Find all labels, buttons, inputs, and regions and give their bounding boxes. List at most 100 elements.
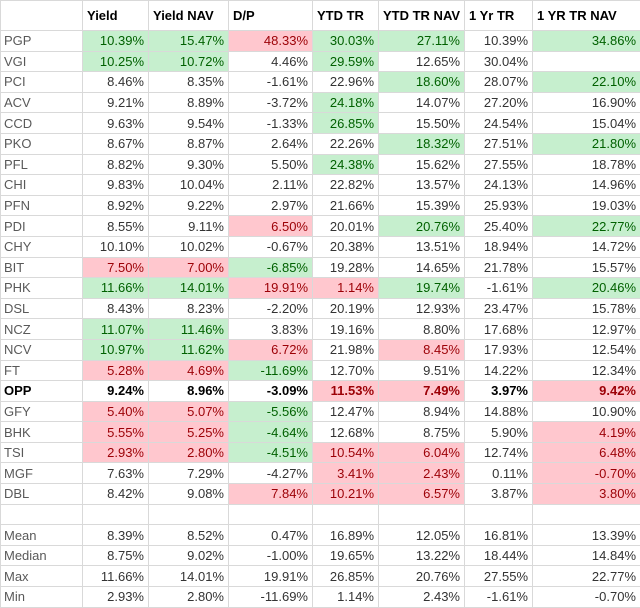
value-cell: 27.11% xyxy=(378,30,465,52)
value-cell: 8.46% xyxy=(82,71,149,93)
empty-cell xyxy=(532,503,640,526)
value-cell: 3.41% xyxy=(312,462,379,485)
summary-cell: 16.81% xyxy=(464,524,533,546)
value-cell: 22.26% xyxy=(312,132,379,155)
data-row: PGP 10.39% 15.47% 48.33% 30.03% 27.11% 10.39% 3… xyxy=(0,30,640,52)
ticker-cell: CHY xyxy=(0,235,83,258)
summary-cell: -1.00% xyxy=(228,544,313,567)
value-cell: 30.04% xyxy=(464,50,533,73)
value-cell: 27.20% xyxy=(464,91,533,114)
value-cell: 15.47% xyxy=(148,30,229,52)
value-cell: 13.57% xyxy=(378,174,465,196)
value-cell: 19.03% xyxy=(532,194,640,217)
ticker-cell: PFL xyxy=(0,153,83,176)
value-cell: -0.70% xyxy=(532,462,640,485)
value-cell: 14.07% xyxy=(378,91,465,114)
value-cell: 9.08% xyxy=(148,483,229,505)
value-cell: 9.21% xyxy=(82,91,149,114)
value-cell: 5.55% xyxy=(82,421,149,443)
value-cell: 2.97% xyxy=(228,194,313,217)
ticker-cell: BHK xyxy=(0,421,83,443)
value-cell: 17.68% xyxy=(464,318,533,340)
value-cell: 5.07% xyxy=(148,400,229,423)
value-cell: 9.54% xyxy=(148,112,229,134)
value-cell: 9.51% xyxy=(378,359,465,382)
value-cell: 20.38% xyxy=(312,235,379,258)
value-cell: 14.96% xyxy=(532,174,640,196)
ticker-cell: NCV xyxy=(0,338,83,361)
column-header: Yield xyxy=(82,0,149,31)
summary-cell: 27.55% xyxy=(464,565,533,588)
value-cell: 12.97% xyxy=(532,318,640,340)
value-cell: 3.87% xyxy=(464,483,533,505)
value-cell: 6.72% xyxy=(228,338,313,361)
header-row: Yield Yield NAV D/P YTD TR YTD TR NAV 1 Yr TR… xyxy=(0,0,640,31)
value-cell xyxy=(532,50,640,73)
value-cell: 3.97% xyxy=(464,380,533,402)
value-cell: 17.93% xyxy=(464,338,533,361)
data-row: DSL 8.43% 8.23% -2.20% 20.19% 12.93% 23.47% 15.… xyxy=(0,297,640,320)
data-row: BIT 7.50% 7.00% -6.85% 19.28% 14.65% 21.78% 15.… xyxy=(0,256,640,279)
ticker-cell: GFY xyxy=(0,400,83,423)
summary-cell: 14.01% xyxy=(148,565,229,588)
empty-cell xyxy=(148,503,229,526)
value-cell: 2.64% xyxy=(228,132,313,155)
value-cell: 18.94% xyxy=(464,235,533,258)
summary-row: Min 2.93% 2.80% -11.69% 1.14% 2.43% -1.61% -0.7… xyxy=(0,586,640,608)
summary-cell: 9.02% xyxy=(148,544,229,567)
value-cell: 34.86% xyxy=(532,30,640,52)
ticker-cell: DSL xyxy=(0,297,83,320)
data-row: NCV 10.97% 11.62% 6.72% 21.98% 8.45% 17.93% 12.… xyxy=(0,338,640,361)
value-cell: 24.54% xyxy=(464,112,533,134)
summary-cell: 12.05% xyxy=(378,524,465,546)
ticker-cell: OPP xyxy=(0,380,83,402)
value-cell: 8.89% xyxy=(148,91,229,114)
column-header: D/P xyxy=(228,0,313,31)
summary-cell: 26.85% xyxy=(312,565,379,588)
empty-cell xyxy=(82,503,149,526)
value-cell: 19.28% xyxy=(312,256,379,279)
value-cell: 2.43% xyxy=(378,462,465,485)
value-cell: 3.80% xyxy=(532,483,640,505)
value-cell: 24.13% xyxy=(464,174,533,196)
value-cell: 8.87% xyxy=(148,132,229,155)
value-cell: 18.78% xyxy=(532,153,640,176)
value-cell: 27.51% xyxy=(464,132,533,155)
value-cell: 15.39% xyxy=(378,194,465,217)
data-row: CCD 9.63% 9.54% -1.33% 26.85% 15.50% 24.54% 15.… xyxy=(0,112,640,134)
value-cell: 15.62% xyxy=(378,153,465,176)
data-row: PDI 8.55% 9.11% 6.50% 20.01% 20.76% 25.40% 22.7… xyxy=(0,215,640,237)
value-cell: 8.23% xyxy=(148,297,229,320)
value-cell: 28.07% xyxy=(464,71,533,93)
value-cell: 12.47% xyxy=(312,400,379,423)
value-cell: 14.01% xyxy=(148,277,229,299)
summary-cell: 18.44% xyxy=(464,544,533,567)
value-cell: 11.46% xyxy=(148,318,229,340)
ticker-cell: ACV xyxy=(0,91,83,114)
value-cell: 12.74% xyxy=(464,441,533,464)
value-cell: 9.83% xyxy=(82,174,149,196)
value-cell: 15.78% xyxy=(532,297,640,320)
value-cell: 10.25% xyxy=(82,50,149,73)
summary-cell: 8.75% xyxy=(82,544,149,567)
column-header: YTD TR NAV xyxy=(378,0,465,31)
value-cell: 0.11% xyxy=(464,462,533,485)
value-cell: 2.80% xyxy=(148,441,229,464)
value-cell: 21.98% xyxy=(312,338,379,361)
value-cell: -4.27% xyxy=(228,462,313,485)
summary-cell: 8.39% xyxy=(82,524,149,546)
value-cell: -6.85% xyxy=(228,256,313,279)
value-cell: 2.11% xyxy=(228,174,313,196)
ticker-cell: PDI xyxy=(0,215,83,237)
data-row: FT 5.28% 4.69% -11.69% 12.70% 9.51% 14.22% 12.3… xyxy=(0,359,640,382)
ticker-cell: VGI xyxy=(0,50,83,73)
value-cell: 20.19% xyxy=(312,297,379,320)
summary-cell: 8.52% xyxy=(148,524,229,546)
value-cell: 23.47% xyxy=(464,297,533,320)
value-cell: 9.30% xyxy=(148,153,229,176)
value-cell: 6.48% xyxy=(532,441,640,464)
column-header: YTD TR xyxy=(312,0,379,31)
value-cell: 25.93% xyxy=(464,194,533,217)
